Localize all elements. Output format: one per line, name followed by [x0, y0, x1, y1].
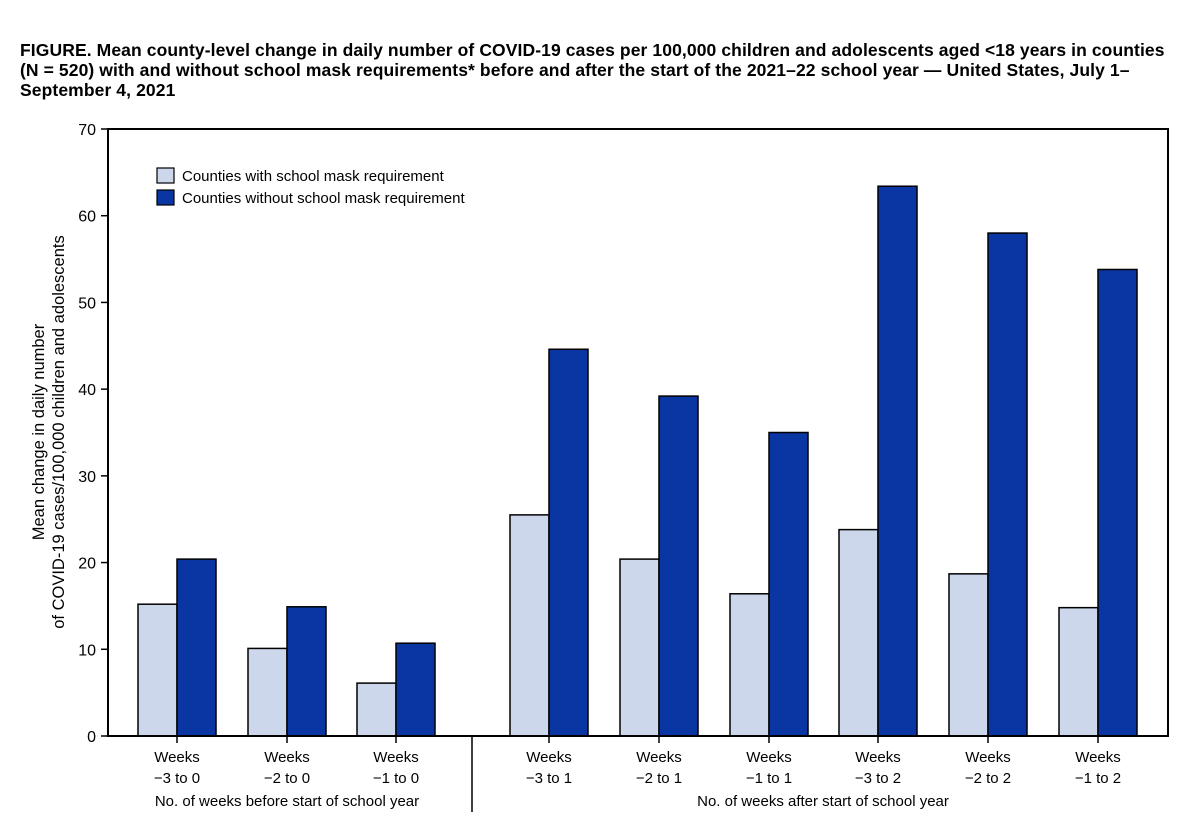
x-tick-label: Weeks [526, 749, 572, 766]
y-axis-label-line: of COVID-19 cases/100,000 children and a… [50, 235, 68, 629]
x-tick-label: −2 to 1 [636, 770, 682, 787]
y-axis-label: Mean change in daily number of COVID-19 c… [30, 235, 68, 629]
x-tick-label: Weeks [1075, 749, 1121, 766]
bar-with-mask [137, 603, 178, 737]
x-group-label: No. of weeks before start of school year [155, 793, 419, 810]
bar-without-mask [1097, 268, 1138, 737]
x-tick-label: Weeks [855, 749, 901, 766]
x-tick-label: Weeks [264, 749, 310, 766]
x-tick-label: −2 to 2 [965, 770, 1011, 787]
y-tick-label: 50 [78, 295, 96, 312]
bar-without-mask [987, 232, 1028, 737]
x-tick-label: −1 to 2 [1075, 770, 1121, 787]
figure-label: FIGURE. [20, 40, 92, 60]
bar-without-mask [768, 431, 809, 737]
figure-title-text: Mean county-level change in daily number… [20, 40, 1165, 100]
legend-label: Counties with school mask requirement [182, 168, 445, 185]
bar-with-mask [729, 593, 770, 737]
y-tick-label: 70 [78, 122, 96, 139]
legend-swatch [156, 167, 175, 184]
x-tick-label: Weeks [746, 749, 792, 766]
bar-with-mask [948, 573, 989, 737]
bar-with-mask [509, 514, 550, 737]
bar-without-mask [877, 185, 918, 737]
y-tick-label: 60 [78, 209, 96, 226]
bar-without-mask [286, 606, 327, 737]
y-axis-label-line: Mean change in daily number [30, 323, 48, 540]
bar-with-mask [1058, 606, 1099, 737]
x-tick-label: −1 to 1 [746, 770, 792, 787]
x-tick-label: −1 to 0 [373, 770, 419, 787]
bar-without-mask [395, 642, 436, 737]
bar-with-mask [619, 558, 660, 737]
bar-without-mask [176, 558, 217, 737]
x-tick-label: Weeks [154, 749, 200, 766]
plot-frame [107, 128, 1169, 737]
x-tick-label: −3 to 0 [154, 770, 200, 787]
y-tick-label: 40 [78, 382, 96, 399]
figure-title: FIGURE. Mean county-level change in dail… [20, 40, 1180, 100]
bar-without-mask [658, 395, 699, 737]
bar-with-mask [356, 682, 397, 737]
bars-layer [137, 185, 1138, 737]
legend-label: Counties without school mask requirement [182, 190, 465, 207]
y-tick-label: 0 [87, 729, 96, 746]
bar-without-mask [548, 348, 589, 737]
bar-with-mask [838, 528, 879, 737]
x-tick-label: Weeks [636, 749, 682, 766]
bar-with-mask [247, 647, 288, 737]
y-tick-label: 30 [78, 469, 96, 486]
x-group-label: No. of weeks after start of school year [697, 793, 949, 810]
y-axis: 0 10 20 30 40 50 60 70 Mean change in daily numb… [30, 122, 108, 746]
x-tick-label: −2 to 0 [264, 770, 310, 787]
x-tick-label: Weeks [965, 749, 1011, 766]
legend-swatch [156, 189, 175, 206]
x-axis: Weeks −3 to 0 Weeks −2 to 0 Weeks −1 to 0 Week… [154, 736, 1121, 812]
x-tick-label: Weeks [373, 749, 419, 766]
y-tick-label: 20 [78, 556, 96, 573]
x-tick-label: −3 to 1 [526, 770, 572, 787]
legend: Counties with school mask requirement Cou… [156, 167, 465, 207]
x-tick-label: −3 to 2 [855, 770, 901, 787]
y-tick-label: 10 [78, 642, 96, 659]
